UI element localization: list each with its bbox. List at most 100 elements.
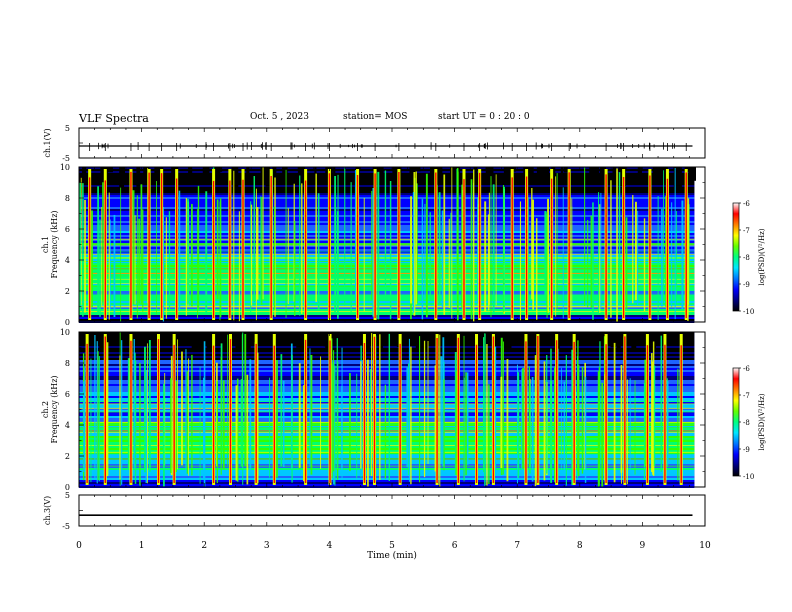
frequency-band (79, 340, 695, 342)
quiet-patch (633, 332, 638, 343)
y-tick-label: 4 (65, 421, 70, 430)
frequency-band (79, 287, 695, 289)
frequency-band (79, 334, 695, 336)
frequency-band (79, 372, 695, 374)
frequency-band (79, 297, 695, 299)
quiet-patch (334, 332, 342, 344)
frequency-band (79, 416, 695, 418)
frequency-band (79, 420, 695, 422)
frequency-band (79, 478, 695, 480)
frequency-band (79, 386, 695, 388)
frequency-band (79, 311, 695, 313)
frequency-band (79, 171, 695, 173)
y-tick-label: 6 (65, 225, 70, 234)
frequency-band (79, 378, 695, 380)
y-tick-label: -5 (62, 154, 70, 163)
frequency-band (79, 362, 695, 364)
frequency-band (79, 261, 695, 263)
y-tick-label: 2 (65, 452, 70, 461)
quiet-patch (419, 332, 428, 350)
frequency-band (79, 434, 695, 436)
quiet-patch (376, 167, 384, 176)
quiet-patch (207, 332, 213, 346)
quiet-patch (323, 332, 332, 347)
quiet-patch (524, 167, 534, 175)
x-tick-label: 3 (264, 541, 270, 551)
y-axis-label: ch.3(V) (43, 496, 52, 525)
frequency-band (79, 209, 695, 211)
y-tick-label: -5 (62, 522, 70, 531)
quiet-patch (171, 167, 179, 185)
frequency-band (79, 342, 695, 344)
quiet-patch (502, 332, 512, 352)
frequency-band (79, 444, 695, 446)
quiet-patch (688, 332, 692, 342)
frequency-band (79, 199, 695, 201)
frequency-band (79, 185, 695, 187)
frequency-band (79, 460, 695, 462)
quiet-patch (615, 332, 619, 347)
y-tick-label: 10 (60, 328, 70, 337)
frequency-band (79, 187, 695, 189)
quiet-patch (222, 332, 232, 349)
quiet-patch (121, 167, 125, 175)
quiet-patch (119, 167, 125, 187)
frequency-band (79, 418, 695, 420)
frequency-band (79, 195, 695, 197)
y-tick-label: 0 (65, 318, 70, 327)
quiet-patch (265, 167, 271, 187)
y-axis-label: ch.1 (41, 236, 50, 253)
frequency-band (79, 175, 695, 177)
colorbar (732, 202, 740, 312)
frequency-band (79, 217, 695, 219)
x-tick-label: 8 (577, 541, 583, 551)
quiet-patch (453, 167, 457, 185)
frequency-band (79, 177, 695, 179)
frequency-band (79, 474, 695, 476)
frequency-band (79, 193, 695, 195)
ch1-spectrogram-panel: 0 2 4 6 8 10 ch.1 Frequency (kHz) -6 -7 -8 -9 -10 log… (41, 163, 766, 327)
frequency-band (79, 239, 695, 241)
quiet-patch (536, 167, 546, 174)
frequency-band (79, 354, 695, 356)
frequency-band (79, 249, 695, 251)
quiet-patch (597, 332, 606, 343)
quiet-patch (612, 167, 617, 183)
frequency-band (79, 402, 695, 404)
frequency-band (79, 450, 695, 452)
x-tick-label: 9 (640, 541, 646, 551)
frequency-band (79, 466, 695, 468)
frequency-band (79, 396, 695, 398)
frequency-band (79, 382, 695, 384)
quiet-patch (202, 167, 210, 174)
y-tick-label: 4 (65, 256, 70, 265)
quiet-patch (432, 332, 438, 344)
quiet-patch (652, 167, 657, 182)
frequency-band (79, 263, 695, 265)
quiet-patch (314, 167, 317, 180)
frequency-band (79, 398, 695, 400)
frequency-band (79, 225, 695, 227)
figure-title: VLF Spectra (79, 112, 149, 125)
quiet-patch (282, 167, 288, 185)
frequency-band (79, 315, 695, 317)
y-tick-label: 8 (65, 194, 70, 203)
frequency-band (79, 464, 695, 466)
frequency-band (79, 169, 695, 171)
start-time-label: start UT = 0 : 20 : 0 (438, 112, 530, 122)
frequency-band (79, 181, 695, 183)
frequency-band (79, 231, 695, 233)
frequency-band (79, 400, 695, 402)
frequency-band (79, 207, 695, 209)
quiet-patch (396, 332, 400, 347)
colorbar-tick-label: -6 (743, 365, 750, 373)
quiet-patch (379, 332, 383, 350)
date-label: Oct. 5 , 2023 (250, 112, 309, 122)
x-tick-label: 1 (139, 541, 145, 551)
quiet-patch (212, 167, 221, 175)
frequency-band (79, 356, 695, 358)
frequency-band (79, 472, 695, 474)
quiet-patch (610, 332, 617, 348)
quiet-patch (560, 167, 564, 179)
quiet-patch (260, 167, 267, 182)
